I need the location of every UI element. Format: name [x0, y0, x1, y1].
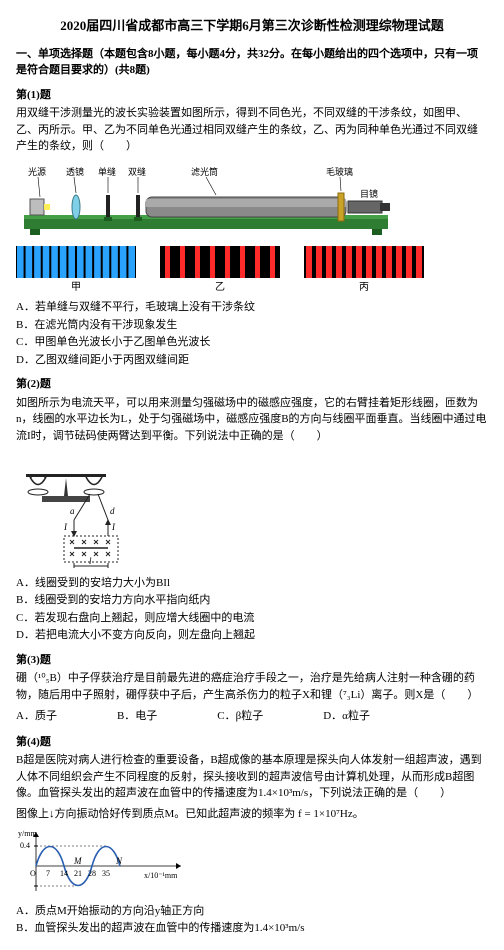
svg-text:7: 7	[46, 869, 50, 878]
q2-opt-d: D．若把电流大小不变方向反向，则左盘向上翘起	[16, 627, 488, 644]
q4-N: N	[115, 856, 123, 866]
q3-opt-d: D．α粒子	[323, 708, 370, 725]
caption-bing: 丙	[359, 280, 369, 295]
q4-text: B超是医院对病人进行检查的重要设备，B超成像的基本原理是探头向人体发射一组超声波…	[16, 752, 488, 802]
q1-opt-a: A．若单缝与双缝不平行，毛玻璃上没有干涉条纹	[16, 299, 488, 316]
q3-heading: 第(3)题	[16, 652, 488, 669]
fringe-jia	[16, 246, 136, 278]
label-single: 单缝	[98, 166, 116, 177]
q3-options: A．质子 B．电子 C．β粒子 D．α粒子	[16, 707, 488, 726]
svg-text:28: 28	[88, 869, 96, 878]
q4-opt-a: A．质点M开始振动的方向沿y轴正方向	[16, 903, 488, 920]
section-heading: 一、单项选择题（本题包含8小题，每小题4分，共32分。在每小题给出的四个选项中，…	[16, 46, 488, 79]
q1-apparatus: 光源 透镜 单缝 双缝 滤光筒 毛玻璃 目镜	[16, 159, 396, 237]
q1-text: 用双缝干涉测量光的波长实验装置如图所示，得到不同色光，不同双缝的干涉条纹，如图甲…	[16, 105, 488, 155]
label-lens: 透镜	[66, 166, 84, 177]
svg-text:35: 35	[102, 869, 110, 878]
caption-jia: 甲	[71, 280, 81, 295]
q1-heading: 第(1)题	[16, 87, 488, 104]
label-filter: 滤光筒	[191, 166, 218, 177]
fringe-bing	[304, 246, 424, 278]
q1-opt-c: C．甲图单色光波长小于乙图单色光波长	[16, 334, 488, 351]
q2-label-I2: I	[111, 522, 116, 532]
q2-text: 如图所示为电流天平，可以用来测量匀强磁场中的磁感应强度，它的右臂挂着矩形线圈，匝…	[16, 395, 488, 445]
q4-heading: 第(4)题	[16, 734, 488, 751]
q3-opt-b: B．电子	[117, 708, 157, 725]
q4-options: A．质点M开始振动的方向沿y轴正方向 B．血管探头发出的超声波在血管中的传播速度…	[16, 903, 488, 937]
label-glass: 毛玻璃	[326, 166, 353, 177]
q1-options: A．若单缝与双缝不平行，毛玻璃上没有干涉条纹 B．在滤光筒内没有干涉现象发生 C…	[16, 299, 488, 368]
q3-text: 硼（¹⁰₅B）中子俘获治疗是目前最先进的癌症治疗手段之一，治疗是先给病人注射一种…	[16, 670, 488, 703]
q2-opt-a: A．线圈受到的安培力大小为BIl	[16, 575, 488, 592]
q2-heading: 第(2)题	[16, 376, 488, 393]
q4-xlabel: x/10⁻¹mm	[144, 871, 178, 880]
q4-text2: 图像上↓方向振动恰好传到质点M。已知此超声波的频率为 f = 1×10⁷Hz。	[16, 806, 488, 823]
caption-yi: 乙	[215, 280, 225, 295]
label-light: 光源	[28, 166, 46, 177]
svg-text:21: 21	[74, 869, 82, 878]
q3-opt-a: A．质子	[16, 708, 57, 725]
q2-opt-b: B．线圈受到的安培力方向水平指向纸内	[16, 592, 488, 609]
fringe-yi	[160, 246, 280, 278]
q2-figure: a d I I l	[16, 448, 146, 568]
q2-label-l: l	[89, 556, 92, 566]
q1-opt-d: D．乙图双缝间距小于丙图双缝间距	[16, 352, 488, 369]
svg-text:O: O	[30, 869, 36, 878]
q2-label-d: d	[110, 506, 115, 516]
q3-opt-c: C．β粒子	[217, 708, 263, 725]
q4-ylabel: y/mm	[18, 829, 37, 838]
q2-options: A．线圈受到的安培力大小为BIl B．线圈受到的安培力方向水平指向纸内 C．若发…	[16, 575, 488, 644]
q4-ytick-pos: 0.4	[20, 841, 30, 850]
label-eyepiece: 目镜	[360, 188, 378, 199]
page-title: 2020届四川省成都市高三下学期6月第三次诊断性检测理综物理试题	[16, 16, 488, 36]
q2-label-a: a	[70, 506, 75, 516]
q4-opt-b: B．血管探头发出的超声波在血管中的传播速度为1.4×10³m/s	[16, 920, 488, 937]
q2-opt-c: C．若发现右盘向上翘起，则应增大线圈中的电流	[16, 610, 488, 627]
label-double: 双缝	[128, 166, 146, 177]
svg-text:14: 14	[60, 869, 68, 878]
q4-wave: y/mm x/10⁻¹mm 0.4 7 14 21 28 35 O M N	[16, 826, 186, 896]
q2-label-I1: I	[63, 522, 68, 532]
q4-M: M	[73, 856, 82, 866]
q1-opt-b: B．在滤光筒内没有干涉现象发生	[16, 317, 488, 334]
q1-fringes-row: 甲 乙 丙	[16, 246, 488, 295]
